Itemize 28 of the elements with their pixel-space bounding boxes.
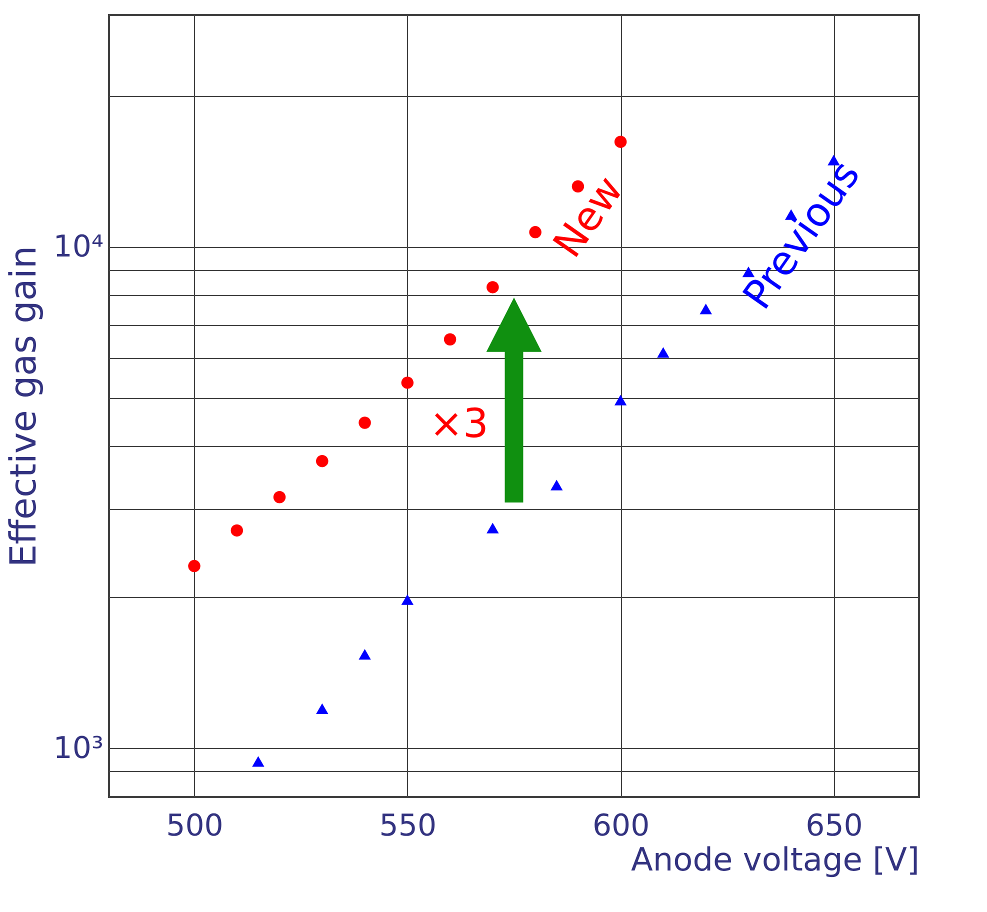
point	[486, 522, 499, 534]
point	[614, 394, 627, 406]
y-axis-title: Effective gas gain	[3, 246, 44, 568]
point	[188, 560, 200, 572]
point	[316, 454, 328, 468]
point	[444, 333, 456, 346]
x-axis-title: Anode voltage [V]	[630, 840, 920, 878]
annotation: ×3	[430, 401, 488, 447]
point	[252, 756, 264, 767]
point	[273, 491, 286, 504]
point	[614, 136, 627, 148]
y-tick-label: 10³	[53, 730, 104, 766]
y-tick-label: 10⁴	[53, 229, 104, 264]
point	[486, 281, 499, 294]
x-tick-label: 650	[806, 808, 863, 844]
x-tick-label: 600	[592, 808, 650, 844]
point	[358, 416, 371, 429]
x-tick-label: 500	[166, 808, 224, 844]
point	[316, 703, 328, 714]
point	[550, 480, 563, 490]
point	[657, 347, 670, 358]
point	[230, 524, 244, 537]
point	[358, 649, 371, 660]
x-tick-label: 550	[379, 808, 437, 844]
point	[401, 594, 414, 605]
point	[700, 304, 712, 314]
point	[401, 376, 414, 389]
point	[529, 226, 542, 238]
